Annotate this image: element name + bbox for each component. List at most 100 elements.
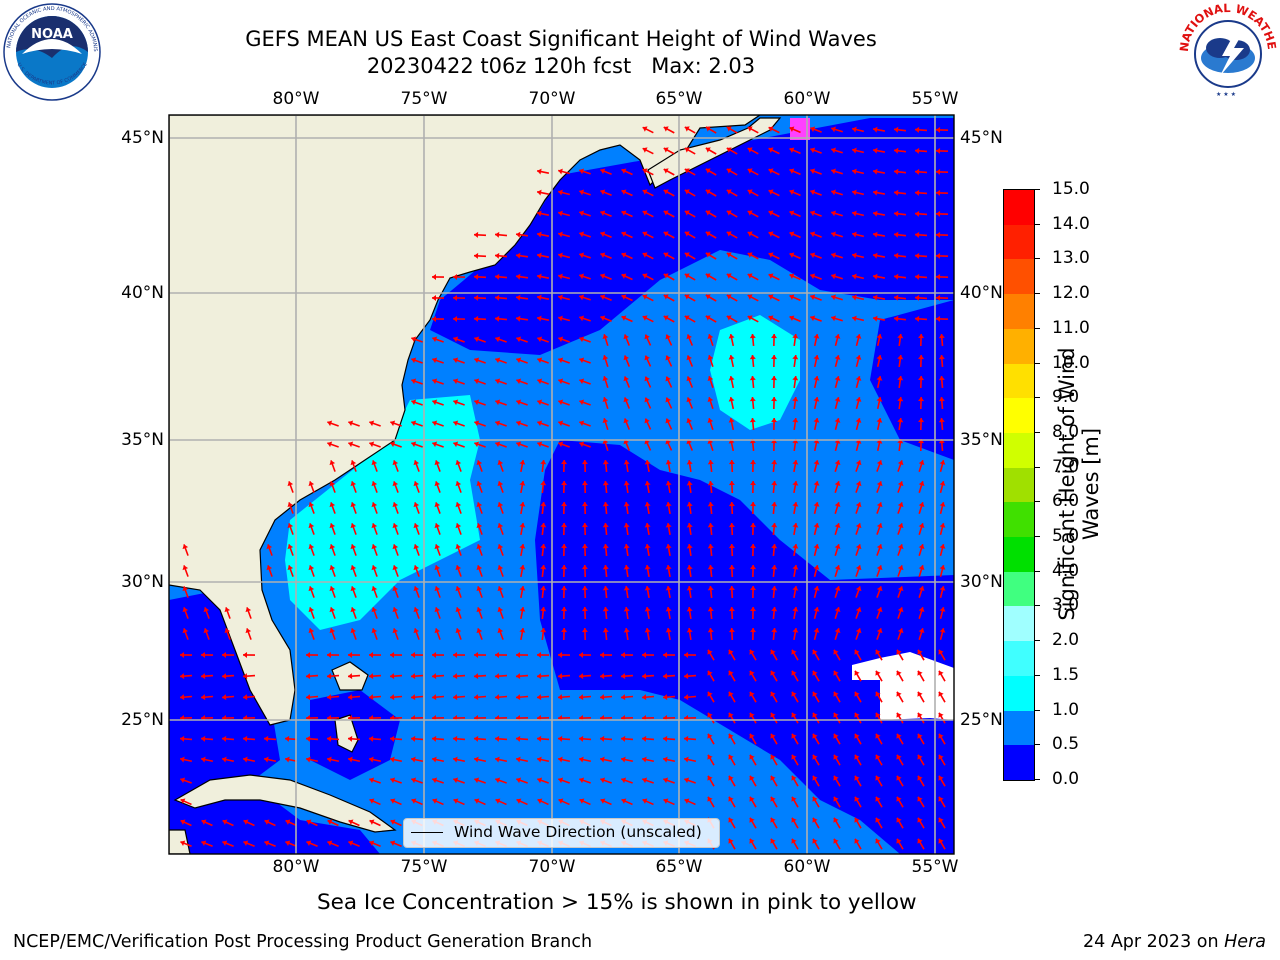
wave-direction-arrow [663,273,675,281]
wave-direction-arrow [371,628,378,640]
colorbar-tick-mark [1034,779,1040,780]
wave-direction-arrow [938,754,946,766]
wave-direction-arrow [515,231,529,238]
wave-direction-arrow [918,628,925,640]
wave-direction-arrow [348,840,360,847]
lon-label-top: 65°W [655,89,703,109]
wave-direction-arrow [200,694,214,701]
wave-direction-arrow [935,252,949,259]
footer-host: Hera [1224,932,1266,952]
wave-direction-arrow [726,126,738,134]
wave-direction-arrow [683,651,697,658]
wave-direction-arrow [455,628,462,640]
wave-direction-arrow [644,627,651,641]
lat-label-left: 35°N [121,430,164,450]
wave-direction-arrow [749,733,757,745]
wave-direction-arrow [855,333,862,347]
wave-direction-arrow [938,796,946,808]
wave-direction-arrow [707,627,714,641]
wave-direction-arrow [519,480,526,494]
wave-direction-arrow [771,396,778,410]
wave-direction-arrow [939,501,946,515]
wave-direction-arrow [771,501,778,515]
wave-direction-arrow [308,628,315,640]
wave-direction-arrow [939,627,946,641]
wave-direction-arrow [537,798,549,806]
wave-direction-arrow [917,712,925,724]
wave-direction-arrow [182,565,189,577]
wave-direction-arrow [707,459,714,473]
wave-direction-arrow [411,357,423,364]
wave-direction-arrow [728,459,735,473]
wave-direction-arrow [494,735,508,742]
wave-direction-arrow [917,733,925,745]
colorbar-tick-mark [1034,536,1040,538]
wave-direction-arrow [834,354,841,368]
wave-direction-arrow [602,418,609,430]
wave-direction-arrow [599,651,613,658]
wave-direction-arrow [897,544,904,556]
wave-direction-arrow [642,798,654,806]
wave-direction-arrow [519,543,526,557]
wave-direction-arrow [180,819,192,827]
land-north-america [169,115,762,726]
wave-direction-arrow [749,417,756,431]
wave-direction-arrow [914,231,928,238]
wave-direction-arrow [348,819,360,827]
wave-direction-arrow [621,189,633,197]
wave-direction-arrow [707,796,715,808]
wave-direction-arrow [791,796,799,808]
colorbar-label-line1: Significant Height of Wind [1055,347,1079,621]
wave-direction-arrow [812,649,820,661]
wave-direction-arrow [411,420,423,427]
wave-direction-arrow [750,564,757,578]
wave-direction-arrow [497,607,504,619]
wave-direction-arrow [939,459,946,473]
lat-label-left: 30°N [121,572,164,592]
wave-direction-arrow [875,691,883,703]
wave-direction-arrow [938,838,946,850]
wave-direction-arrow [791,775,799,787]
wave-direction-arrow [684,777,696,784]
wave-direction-arrow [750,459,757,473]
wave-direction-arrow [851,126,865,133]
wave-direction-arrow [662,673,676,680]
wave-direction-arrow [644,418,652,430]
wave-direction-arrow [728,606,735,620]
wave-direction-arrow [792,564,799,578]
wave-direction-arrow [768,210,780,218]
wave-direction-arrow [579,357,591,364]
wave-direction-arrow [620,673,634,680]
wave-direction-arrow [896,649,904,661]
wave-direction-arrow [705,210,717,218]
wave-direction-arrow [813,333,820,347]
wave-direction-arrow [938,733,946,745]
wave-direction-arrow [771,522,778,536]
wave-direction-arrow [876,481,883,493]
wave-direction-arrow [918,481,925,493]
chart-subtitle: 20230422 t06z 120h fcst Max: 2.03 [366,54,756,78]
wave-direction-arrow [519,627,526,641]
wave-direction-arrow [602,334,609,346]
wave-direction-arrow [453,399,465,406]
wave-direction-arrow [707,754,715,766]
wave-direction-arrow [834,544,841,556]
wave-direction-arrow [578,756,592,763]
wave-direction-arrow [581,564,588,578]
wave-direction-arrow [897,481,904,493]
wave-direction-arrow [707,649,715,661]
sea-ice-patch [790,118,810,140]
wave-direction-arrow [308,481,315,493]
wave-direction-arrow [662,651,676,658]
colorbar-tick-mark [1034,674,1040,676]
wave-direction-arrow [935,315,949,322]
wave-direction-arrow [872,294,886,301]
wave-direction-arrow [371,544,378,556]
wave-direction-arrow [768,273,780,281]
wave-direction-arrow [876,565,883,577]
wave-direction-arrow [201,840,213,847]
wave-direction-arrow [453,777,465,784]
footer-date: 24 Apr 2023 on Hera [1083,932,1266,952]
wave-direction-arrow [939,543,946,557]
wave-direction-arrow [771,459,778,473]
